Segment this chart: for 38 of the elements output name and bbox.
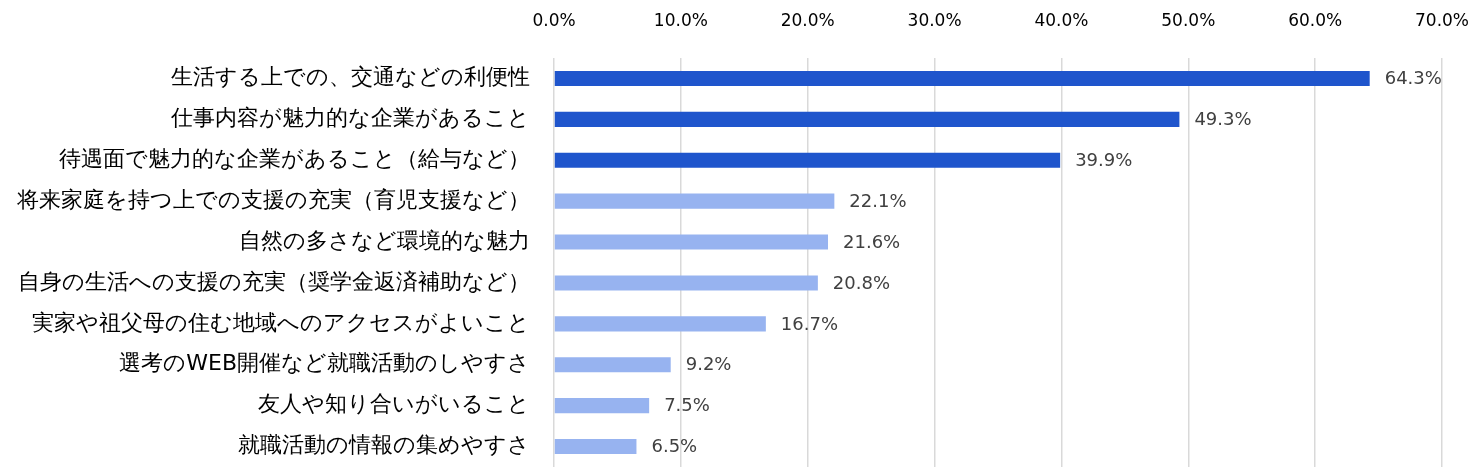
x-tick-label: 40.0% bbox=[1034, 10, 1089, 31]
bar bbox=[554, 438, 637, 455]
bar bbox=[554, 398, 650, 414]
data-label: 16.7% bbox=[780, 312, 839, 334]
data-label: 7.5% bbox=[664, 394, 710, 416]
data-label: 20.8% bbox=[832, 271, 891, 293]
data-label: 9.2% bbox=[685, 353, 732, 375]
bar bbox=[554, 111, 1180, 127]
data-label: 39.9% bbox=[1075, 148, 1133, 170]
x-tick-label: 50.0% bbox=[1161, 10, 1216, 31]
bar bbox=[554, 316, 766, 332]
bar bbox=[554, 357, 671, 373]
y-tick-label: 生活する上での、交通などの利便性 bbox=[171, 64, 530, 90]
y-tick-label: 友人や知り合いがいること bbox=[258, 391, 530, 417]
x-tick-label: 10.0% bbox=[653, 10, 708, 31]
y-tick-label: 自身の生活への支援の充実（奨学金返済補助など） bbox=[18, 268, 530, 294]
data-label: 64.3% bbox=[1384, 67, 1442, 89]
y-tick-label: 実家や祖父母の住む地域へのアクセスがよいこと bbox=[32, 309, 530, 335]
x-tick-label: 70.0% bbox=[1414, 10, 1470, 31]
y-tick-label: 選考のWEB開催など就職活動のしやすさ bbox=[119, 350, 530, 376]
data-label: 49.3% bbox=[1194, 108, 1252, 130]
y-tick-label: 仕事内容が魅力的な企業があること bbox=[170, 105, 530, 131]
y-tick-label: 自然の多さなど環境的な魅力 bbox=[239, 227, 530, 253]
x-tick-label: 20.0% bbox=[780, 10, 835, 31]
x-tick-label: 60.0% bbox=[1288, 10, 1343, 31]
x-tick-label: 0.0% bbox=[532, 10, 576, 31]
bar bbox=[554, 234, 829, 250]
data-label: 22.1% bbox=[849, 189, 907, 211]
bar bbox=[554, 152, 1061, 168]
data-label: 6.5% bbox=[651, 435, 698, 457]
bar bbox=[554, 275, 818, 291]
data-label: 21.6% bbox=[843, 230, 901, 252]
bar bbox=[554, 193, 835, 209]
x-tick-label: 30.0% bbox=[907, 10, 962, 31]
y-tick-label: 将来家庭を持つ上での支援の充実（育児支援など） bbox=[16, 186, 530, 212]
y-tick-label: 待遇面で魅力的な企業があること（給与など） bbox=[59, 145, 530, 171]
bar bbox=[554, 70, 1370, 87]
y-tick-label: 就職活動の情報の集めやすさ bbox=[238, 432, 530, 458]
